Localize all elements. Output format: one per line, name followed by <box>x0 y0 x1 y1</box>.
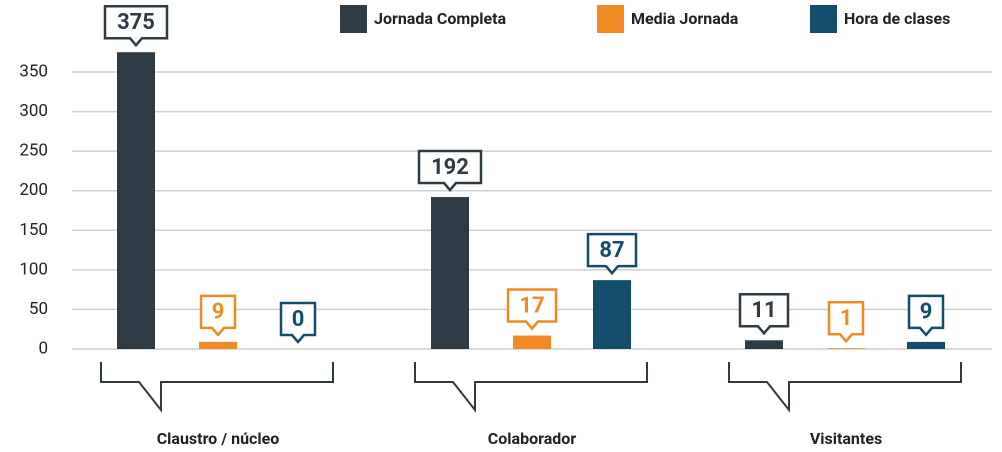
legend-swatch <box>810 5 837 33</box>
value-label: 9 <box>212 300 225 325</box>
x-tick-label: Claustro / núcleo <box>157 429 280 448</box>
y-tick-label: 350 <box>19 61 48 81</box>
legend-label: Media Jornada <box>631 9 739 28</box>
y-tick-label: 50 <box>29 299 48 319</box>
legend-label: Jornada Completa <box>374 9 507 28</box>
value-label: 1 <box>840 306 853 331</box>
value-label: 11 <box>751 298 776 323</box>
value-label: 17 <box>519 293 544 318</box>
bar <box>907 341 945 349</box>
bar <box>513 335 551 349</box>
bar <box>827 348 865 349</box>
x-tick-label: Visitantes <box>810 429 882 448</box>
category-bracket <box>728 362 962 413</box>
value-label: 192 <box>431 155 469 180</box>
value-label-box <box>907 294 945 337</box>
value-label-box <box>199 294 237 337</box>
y-tick-label: 100 <box>19 259 48 279</box>
value-label-box <box>103 4 169 48</box>
category-bracket <box>100 362 334 413</box>
bar <box>117 52 155 349</box>
value-label-box <box>586 232 638 276</box>
category-bracket <box>414 362 648 413</box>
y-tick-label: 300 <box>19 101 48 121</box>
x-tick-label: Colaborador <box>488 429 577 448</box>
y-tick-label: 200 <box>19 180 48 200</box>
value-label: 9 <box>920 300 933 325</box>
legend-label: Hora de clases <box>844 9 950 28</box>
value-label-box <box>417 149 483 192</box>
legend-swatch <box>340 5 367 33</box>
bar <box>593 280 631 349</box>
bar <box>745 340 783 349</box>
value-label: 87 <box>599 238 624 263</box>
bar <box>199 341 237 349</box>
value-label-box <box>279 301 317 344</box>
bar <box>431 197 469 349</box>
legend-swatch <box>597 5 624 33</box>
y-tick-label: 150 <box>19 220 48 240</box>
value-label: 0 <box>292 307 305 332</box>
value-label-box <box>506 288 558 331</box>
y-tick-label: 0 <box>38 338 48 358</box>
y-tick-label: 250 <box>19 141 48 161</box>
value-label: 375 <box>117 10 155 35</box>
value-label-box <box>827 300 865 344</box>
value-label-box <box>738 293 790 336</box>
